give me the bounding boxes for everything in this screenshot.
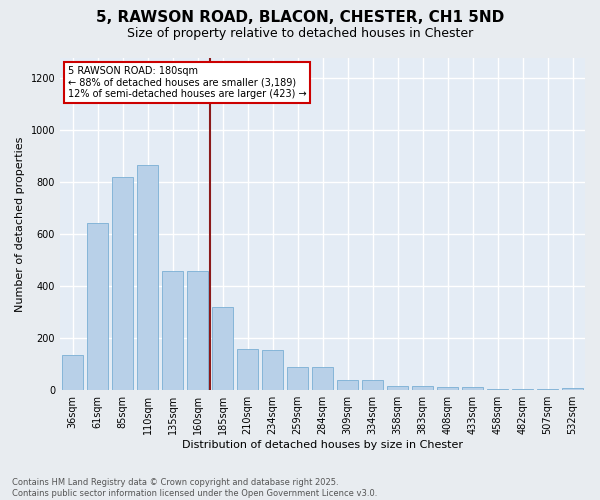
Text: 5 RAWSON ROAD: 180sqm
← 88% of detached houses are smaller (3,189)
12% of semi-d: 5 RAWSON ROAD: 180sqm ← 88% of detached … <box>68 66 307 99</box>
Bar <box>537 389 558 390</box>
Text: 5, RAWSON ROAD, BLACON, CHESTER, CH1 5ND: 5, RAWSON ROAD, BLACON, CHESTER, CH1 5ND <box>96 10 504 25</box>
Bar <box>187 270 208 390</box>
Bar <box>237 348 258 390</box>
Text: Contains HM Land Registry data © Crown copyright and database right 2025.
Contai: Contains HM Land Registry data © Crown c… <box>12 478 377 498</box>
Bar <box>312 367 333 390</box>
Bar <box>512 389 533 390</box>
Bar <box>137 166 158 390</box>
Bar <box>337 380 358 390</box>
Bar <box>362 380 383 390</box>
X-axis label: Distribution of detached houses by size in Chester: Distribution of detached houses by size … <box>182 440 463 450</box>
Y-axis label: Number of detached properties: Number of detached properties <box>15 136 25 312</box>
Bar <box>387 386 408 390</box>
Text: Size of property relative to detached houses in Chester: Size of property relative to detached ho… <box>127 28 473 40</box>
Bar <box>212 307 233 390</box>
Bar <box>87 222 108 390</box>
Bar <box>462 387 483 390</box>
Bar <box>437 387 458 390</box>
Bar <box>62 355 83 390</box>
Bar <box>112 177 133 390</box>
Bar <box>162 270 183 390</box>
Bar <box>262 350 283 390</box>
Bar <box>412 386 433 390</box>
Bar <box>487 389 508 390</box>
Bar <box>562 388 583 390</box>
Bar <box>287 367 308 390</box>
